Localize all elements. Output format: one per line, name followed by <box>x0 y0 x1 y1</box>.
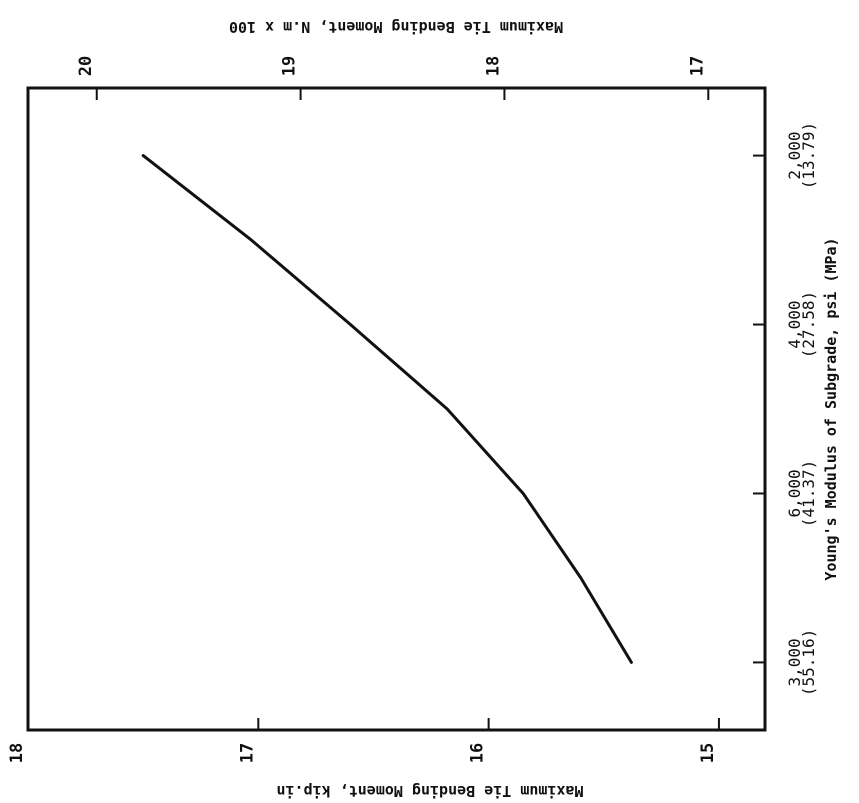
y-left-tick-label: 18 <box>7 743 27 763</box>
y-left-axis-ticks: 18 17 16 15 <box>7 718 720 763</box>
x-tick-sublabel: (41.37) <box>799 460 818 527</box>
y-right-tick-label: 18 <box>483 56 503 76</box>
y-right-tick-label: 17 <box>687 56 707 76</box>
y-right-axis-ticks: 20 19 18 17 <box>76 56 710 100</box>
y-right-tick-label: 20 <box>76 56 96 76</box>
x-tick-label: 4,000 <box>785 300 804 348</box>
y-left-tick-label: 16 <box>468 743 488 763</box>
plot-frame <box>26 86 767 732</box>
x-tick-sublabel: (13.79) <box>799 122 818 189</box>
series-line <box>141 154 633 664</box>
x-tick-sublabel: (27.58) <box>799 291 818 358</box>
x-axis-title: Young's Modulus of Subgrade, psi (MPa) <box>822 237 840 580</box>
y-right-axis-title: Maximum Tie Bending Moment, N.m x 100 <box>229 18 563 36</box>
y-left-axis-title: Maximum Tie Bending Moment, kip.in <box>276 782 583 800</box>
y-left-tick-label: 17 <box>237 743 257 763</box>
x-tick-sublabel: (55.16) <box>799 629 818 696</box>
y-left-tick-label: 15 <box>698 743 718 763</box>
x-tick-label: 2,000 <box>785 131 804 179</box>
series-group <box>141 154 633 664</box>
y-right-tick-label: 19 <box>280 56 300 76</box>
x-tick-label: 6,000 <box>785 469 804 517</box>
x-tick-label: 3,000 <box>785 638 804 686</box>
x-axis-ticks: 2,000(13.79) 4,000(27.58) 6,000(41.37) 3,00… <box>753 122 818 696</box>
